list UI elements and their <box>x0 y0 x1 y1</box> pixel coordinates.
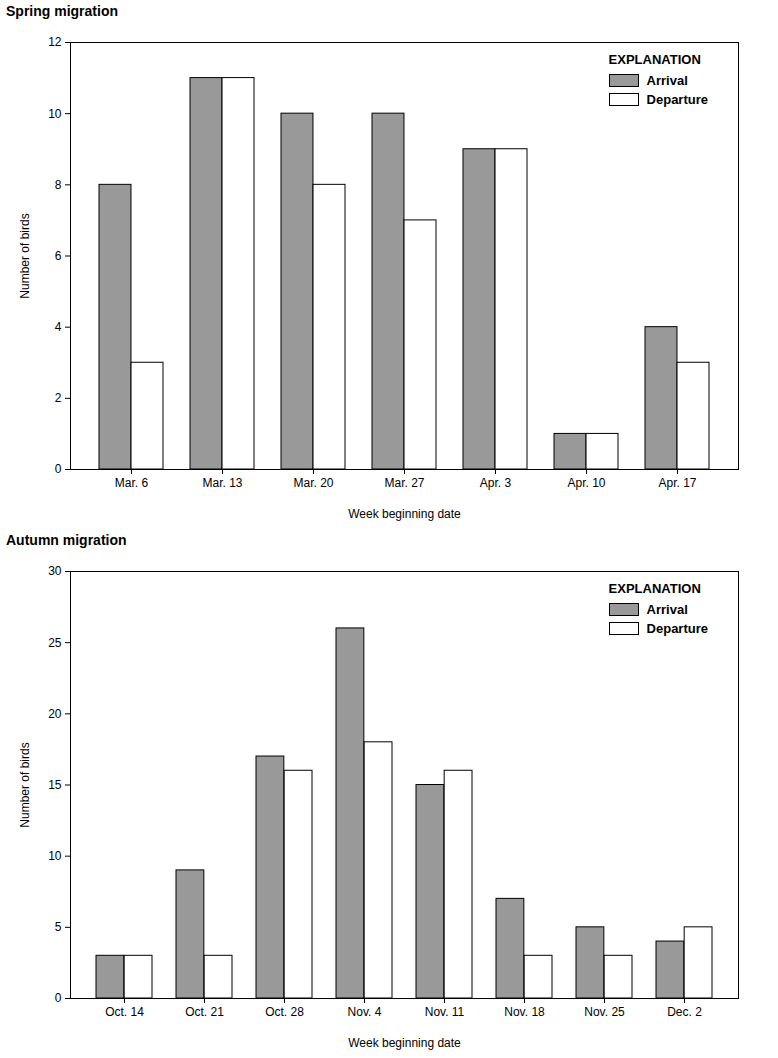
svg-text:30: 30 <box>48 564 62 578</box>
html-text:Arrival: Arrival <box>646 602 688 617</box>
svg-text:25: 25 <box>48 636 62 650</box>
svg-text:Nov. 4: Nov. 4 <box>348 1005 382 1019</box>
html-text:Arrival: Arrival <box>646 73 688 88</box>
svg-text:5: 5 <box>55 920 62 934</box>
svg-text:8: 8 <box>55 178 62 192</box>
svg-text:15: 15 <box>48 778 62 792</box>
svg-text:12: 12 <box>48 35 62 49</box>
svg-text:Apr. 10: Apr. 10 <box>567 476 605 490</box>
svg-text:Mar. 13: Mar. 13 <box>202 476 242 490</box>
svg-text:Oct. 28: Oct. 28 <box>265 1005 304 1019</box>
html-text:Autumn migration: Autumn migration <box>6 532 127 548</box>
svg-text:Mar. 27: Mar. 27 <box>384 476 424 490</box>
svg-text:2: 2 <box>55 391 62 405</box>
svg-text:20: 20 <box>48 707 62 721</box>
svg-text:Oct. 21: Oct. 21 <box>185 1005 224 1019</box>
svg-text:Nov. 25: Nov. 25 <box>584 1005 625 1019</box>
svg-text:Apr. 3: Apr. 3 <box>480 476 512 490</box>
svg-text:Dec. 2: Dec. 2 <box>667 1005 702 1019</box>
svg-text:Oct. 14: Oct. 14 <box>105 1005 144 1019</box>
svg-text:Week beginning date: Week beginning date <box>348 507 461 521</box>
svg-text:Nov. 18: Nov. 18 <box>504 1005 545 1019</box>
html-text:Spring migration: Spring migration <box>6 3 118 19</box>
svg-text:Number of birds: Number of birds <box>18 213 32 298</box>
html-text:Departure: Departure <box>646 621 708 636</box>
svg-text:0: 0 <box>55 991 62 1005</box>
svg-text:Apr. 17: Apr. 17 <box>658 476 696 490</box>
html-text:Departure: Departure <box>646 92 708 107</box>
html-text:EXPLANATION: EXPLANATION <box>608 52 701 67</box>
svg-text:Number of birds: Number of birds <box>18 742 32 827</box>
svg-text:Mar. 20: Mar. 20 <box>293 476 333 490</box>
svg-text:Week beginning date: Week beginning date <box>348 1036 461 1050</box>
svg-text:10: 10 <box>48 849 62 863</box>
svg-text:0: 0 <box>55 462 62 476</box>
svg-text:Mar. 6: Mar. 6 <box>115 476 149 490</box>
svg-text:6: 6 <box>55 249 62 263</box>
svg-text:4: 4 <box>55 320 62 334</box>
svg-text:Nov. 11: Nov. 11 <box>425 1005 465 1019</box>
svg-text:10: 10 <box>48 107 62 121</box>
html-text:EXPLANATION: EXPLANATION <box>608 581 701 596</box>
